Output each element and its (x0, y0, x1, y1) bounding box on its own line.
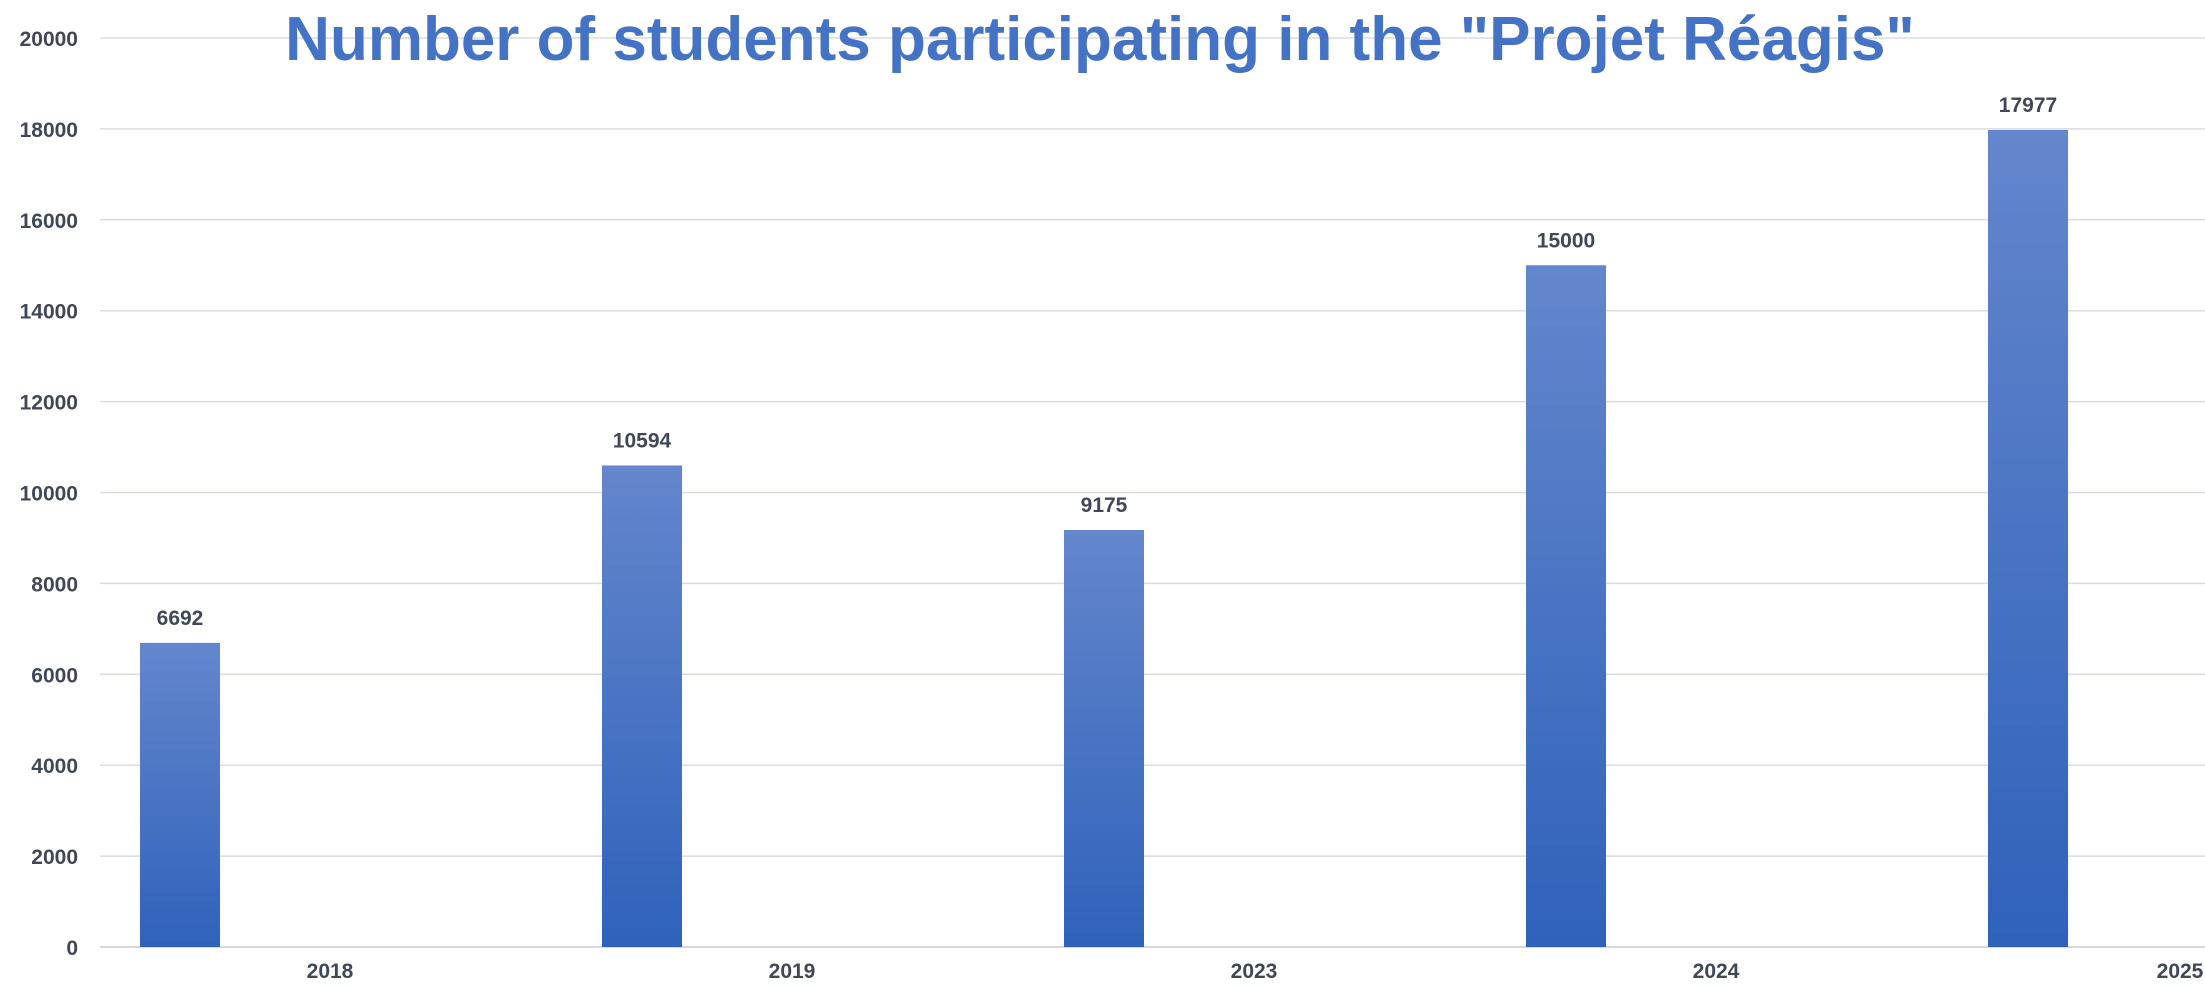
data-label: 17977 (1999, 94, 2057, 117)
y-tick-label: 14000 (20, 301, 78, 324)
bar-2018 (140, 642, 220, 947)
y-tick-label: 18000 (20, 119, 78, 142)
x-tick-label: 2019 (769, 960, 816, 983)
x-tick-label: 2024 (1693, 960, 1740, 983)
bars (140, 129, 2068, 948)
data-label: 10594 (613, 430, 672, 453)
x-axis-tick-labels: 2018 2019 2023 2024 2025 (307, 960, 2204, 983)
data-labels: 6692 10594 9175 15000 17977 (157, 94, 2058, 630)
y-tick-label: 6000 (31, 664, 78, 687)
bar-2024 (1526, 265, 1606, 947)
data-label: 9175 (1081, 494, 1128, 517)
y-tick-label: 4000 (31, 755, 78, 778)
y-tick-label: 20000 (20, 28, 78, 51)
bar-2019 (602, 465, 682, 947)
data-label: 15000 (1537, 229, 1595, 252)
y-axis-tick-labels: 0 2000 4000 6000 8000 10000 12000 14000 16000 180… (20, 28, 78, 960)
x-tick-label: 2023 (1231, 960, 1278, 983)
y-tick-label: 2000 (31, 846, 78, 869)
y-tick-label: 8000 (31, 573, 78, 596)
x-tick-label: 2025 (2157, 960, 2204, 983)
data-label: 6692 (157, 607, 204, 630)
y-tick-label: 10000 (20, 483, 78, 506)
gridlines (100, 37, 2205, 948)
y-tick-label: 12000 (20, 392, 78, 415)
y-tick-label: 0 (66, 937, 78, 960)
y-tick-label: 16000 (20, 210, 78, 233)
bar-2025 (1988, 129, 2068, 948)
chart-title: Number of students participating in the … (285, 5, 1915, 74)
bar-2023 (1064, 529, 1144, 947)
x-tick-label: 2018 (307, 960, 354, 983)
